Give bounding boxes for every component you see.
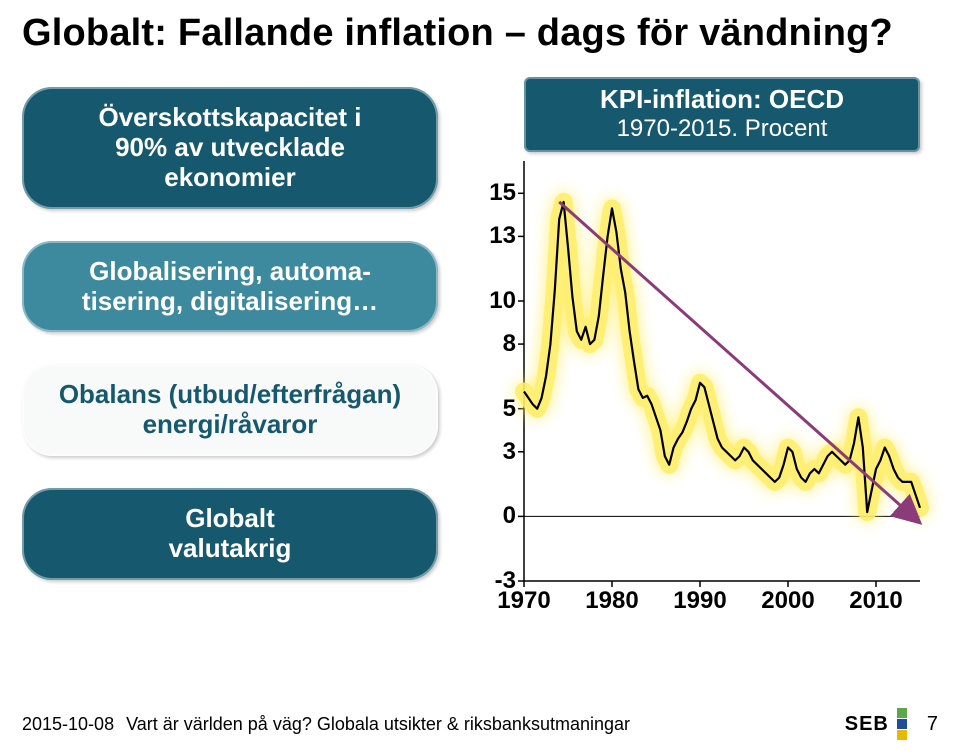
seb-logo: SEB — [845, 708, 907, 740]
pill-capacity: Överskottskapacitet i90% av utveckladeek… — [22, 87, 438, 209]
slide-title: Globalt: Fallande inflation – dags för v… — [22, 12, 938, 55]
ytick-label: 13 — [458, 222, 516, 250]
ytick-label: 10 — [458, 287, 516, 315]
ytick-label: 3 — [458, 438, 516, 466]
ytick-label: 5 — [458, 395, 516, 423]
footer-text: Vart är världen på väg? Globala utsikter… — [126, 714, 630, 735]
pill-globalisation: Globalisering, automa-tisering, digitali… — [22, 241, 438, 333]
chart-title: KPI-inflation: OECD — [600, 84, 844, 114]
page-number: 7 — [927, 713, 938, 736]
chart-subtitle: 1970-2015. Procent — [532, 115, 912, 143]
xtick-label: 1990 — [673, 587, 726, 615]
logo-swatch-2 — [897, 719, 907, 729]
pill-currency-war: Globaltvalutakrig — [22, 488, 438, 580]
chart-container: KPI-inflation: OECD 1970-2015. Procent -… — [458, 77, 938, 637]
logo-swatch-1 — [897, 708, 907, 718]
logo-swatch-3 — [897, 730, 907, 740]
xtick-label: 1970 — [497, 587, 550, 615]
pill-imbalance: Obalans (utbud/efterfrågan)energi/råvaro… — [22, 364, 438, 456]
inflation-chart — [524, 161, 920, 581]
ytick-label: 0 — [458, 502, 516, 530]
chart-header: KPI-inflation: OECD 1970-2015. Procent — [524, 77, 920, 152]
ytick-label: 15 — [458, 179, 516, 207]
xtick-label: 2010 — [849, 587, 902, 615]
ytick-label: 8 — [458, 330, 516, 358]
seb-logo-text: SEB — [845, 713, 889, 736]
footer-date: 2015-10-08 — [22, 714, 114, 735]
xtick-label: 2000 — [761, 587, 814, 615]
xtick-label: 1980 — [585, 587, 638, 615]
